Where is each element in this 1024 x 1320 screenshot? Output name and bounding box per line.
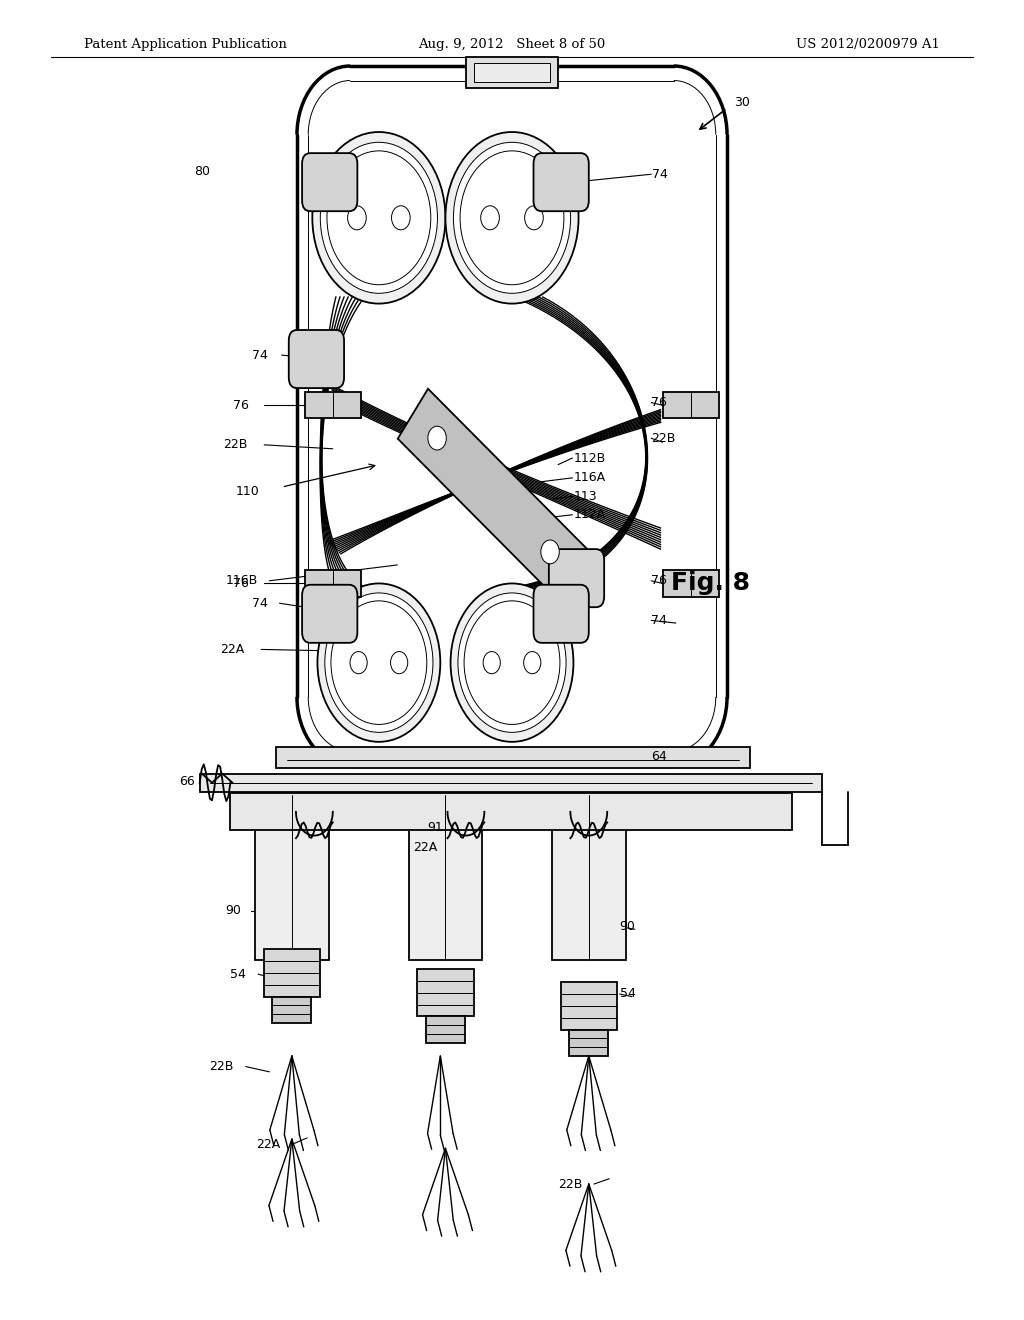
Circle shape	[454, 143, 570, 293]
Text: 110: 110	[236, 484, 259, 498]
Circle shape	[331, 601, 427, 725]
Text: 90: 90	[225, 904, 242, 917]
Text: 74: 74	[651, 614, 668, 627]
Circle shape	[460, 150, 564, 285]
Circle shape	[524, 206, 544, 230]
Text: 22B: 22B	[223, 438, 248, 451]
Circle shape	[391, 206, 411, 230]
Text: 80: 80	[195, 165, 211, 178]
Circle shape	[458, 593, 566, 733]
Bar	[263, 949, 319, 997]
Circle shape	[347, 206, 367, 230]
Bar	[552, 795, 626, 960]
FancyBboxPatch shape	[549, 549, 604, 607]
Circle shape	[541, 540, 559, 564]
Text: 74: 74	[252, 597, 268, 610]
Circle shape	[523, 652, 541, 673]
Bar	[409, 795, 482, 960]
Text: 112B: 112B	[573, 451, 605, 465]
Circle shape	[428, 426, 446, 450]
Bar	[418, 969, 473, 1016]
FancyBboxPatch shape	[534, 153, 589, 211]
Circle shape	[317, 583, 440, 742]
Text: 22B: 22B	[651, 432, 676, 445]
Text: 22B: 22B	[209, 1060, 233, 1073]
Text: 76: 76	[233, 399, 250, 412]
Bar	[276, 747, 750, 768]
Text: 22A: 22A	[256, 1138, 281, 1151]
Bar	[272, 997, 311, 1023]
Circle shape	[325, 593, 433, 733]
Text: 22A: 22A	[413, 841, 437, 854]
Bar	[426, 1016, 465, 1043]
Circle shape	[464, 601, 560, 725]
Text: 54: 54	[620, 987, 636, 1001]
FancyBboxPatch shape	[534, 585, 589, 643]
Bar	[200, 774, 822, 792]
FancyBboxPatch shape	[289, 330, 344, 388]
Bar	[305, 570, 361, 597]
Bar	[663, 392, 719, 418]
Circle shape	[451, 583, 573, 742]
Circle shape	[480, 206, 500, 230]
Text: US 2012/0200979 A1: US 2012/0200979 A1	[796, 38, 940, 51]
Text: 112A: 112A	[573, 508, 605, 521]
Text: 116B: 116B	[225, 574, 257, 587]
Bar	[230, 793, 792, 830]
Text: 54: 54	[230, 968, 247, 981]
Circle shape	[321, 143, 437, 293]
Text: 113: 113	[573, 490, 597, 503]
Text: Fig. 8: Fig. 8	[671, 572, 750, 595]
Text: 66: 66	[179, 775, 195, 788]
Bar	[569, 1030, 608, 1056]
Polygon shape	[397, 389, 590, 601]
Bar	[305, 392, 361, 418]
Text: 91: 91	[427, 821, 443, 834]
Circle shape	[312, 132, 445, 304]
Text: 64: 64	[651, 750, 667, 763]
Text: Aug. 9, 2012   Sheet 8 of 50: Aug. 9, 2012 Sheet 8 of 50	[419, 38, 605, 51]
Text: 74: 74	[252, 348, 268, 362]
Circle shape	[483, 652, 501, 673]
Text: 116A: 116A	[573, 471, 605, 484]
Bar	[466, 57, 558, 88]
Bar	[255, 795, 329, 960]
Bar	[474, 63, 550, 82]
Text: 76: 76	[651, 574, 668, 587]
Circle shape	[327, 150, 431, 285]
Text: Patent Application Publication: Patent Application Publication	[84, 38, 287, 51]
Circle shape	[390, 652, 408, 673]
Text: 90: 90	[620, 920, 636, 933]
Bar	[663, 570, 719, 597]
Text: 30: 30	[734, 96, 751, 110]
Bar	[561, 982, 616, 1030]
Text: 22B: 22B	[558, 1177, 583, 1191]
Text: 22A: 22A	[220, 643, 245, 656]
Circle shape	[445, 132, 579, 304]
Text: 76: 76	[233, 577, 250, 590]
Text: 76: 76	[651, 396, 668, 409]
FancyBboxPatch shape	[302, 153, 357, 211]
Text: 74: 74	[652, 168, 669, 181]
FancyBboxPatch shape	[302, 585, 357, 643]
Circle shape	[350, 652, 368, 673]
